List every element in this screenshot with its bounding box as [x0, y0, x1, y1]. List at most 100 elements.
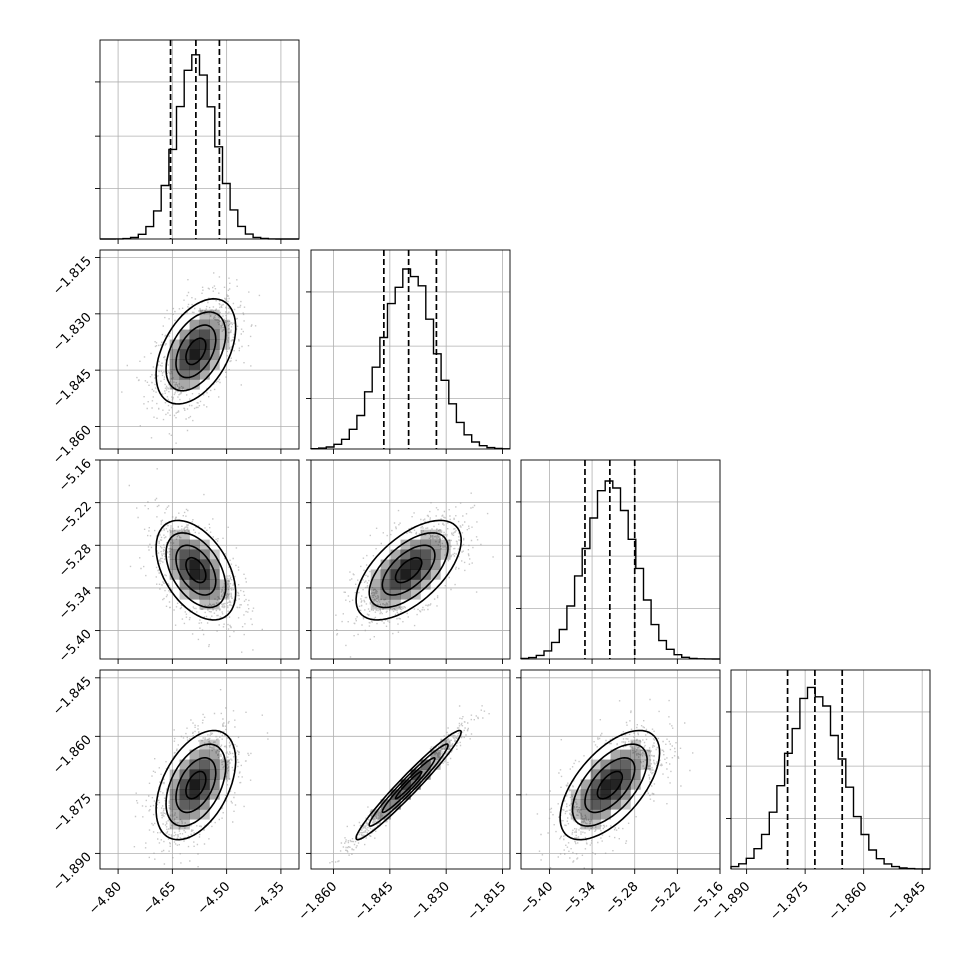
density-cell — [420, 769, 431, 780]
contour-line — [596, 770, 624, 800]
y-tick-label: −5.34 — [56, 584, 95, 623]
density-cell — [400, 579, 411, 590]
panel-frame — [310, 669, 511, 870]
panel-2d-2-0 — [99, 459, 300, 660]
density-cell — [189, 579, 200, 590]
density-cell — [600, 759, 611, 770]
density-cell — [189, 569, 200, 580]
density-cell — [410, 549, 421, 560]
density-cell — [380, 599, 391, 610]
contour-line — [185, 337, 207, 366]
density-cell — [420, 529, 431, 540]
density-cell — [189, 789, 200, 800]
density-cell — [179, 769, 190, 780]
contour-line — [571, 743, 648, 827]
density-cell — [199, 559, 210, 570]
density-cell — [610, 749, 621, 760]
density-cell — [610, 769, 621, 780]
contour-line — [165, 743, 227, 827]
density-cell — [600, 799, 611, 810]
density-cell — [390, 789, 401, 800]
density-cell — [179, 789, 190, 800]
panel-hist-0 — [95, 39, 300, 240]
density-cell — [370, 809, 381, 820]
density-cell — [590, 769, 601, 780]
density-cell — [209, 559, 220, 570]
density-cell — [420, 579, 431, 590]
density-cell — [169, 769, 180, 780]
contour-line — [559, 729, 661, 841]
density-cell — [430, 559, 441, 570]
density-cell — [580, 819, 591, 830]
density-cell — [590, 789, 601, 800]
panel-hist-2 — [516, 459, 721, 660]
density-cell — [610, 789, 621, 800]
density-cell — [179, 379, 190, 390]
density-cell — [380, 589, 391, 600]
panel-frame — [730, 669, 931, 870]
density-cell — [420, 559, 431, 570]
y-tick-label: −5.28 — [56, 542, 95, 581]
density-cell — [580, 779, 591, 790]
density-cell — [410, 559, 421, 570]
density-cell — [400, 569, 411, 580]
density-cell — [410, 589, 421, 600]
density-cell — [380, 579, 391, 590]
density-cell — [440, 539, 451, 550]
y-tick-label: −1.830 — [50, 310, 95, 355]
panel-frame — [99, 459, 300, 660]
density-cell — [169, 559, 180, 570]
density-cell — [640, 759, 651, 770]
density-cell — [219, 329, 230, 340]
density-cell — [420, 549, 431, 560]
density-cell — [179, 579, 190, 590]
density-cell — [169, 789, 180, 800]
x-tick-label: −5.34 — [560, 879, 599, 918]
density-cell — [219, 759, 230, 770]
contour-line — [185, 556, 207, 584]
density-cell — [169, 379, 180, 390]
density-cell — [620, 769, 631, 780]
density-cell — [199, 569, 210, 580]
density-cell — [620, 749, 631, 760]
contour-line — [175, 544, 217, 596]
density-cell — [430, 539, 441, 550]
density-cell — [400, 539, 411, 550]
density-cell — [370, 569, 381, 580]
density-cell — [209, 589, 220, 600]
density-cell — [620, 759, 631, 770]
density-cell — [189, 799, 200, 810]
density-cell — [169, 779, 180, 790]
density-cell — [209, 349, 220, 360]
density-cell — [209, 749, 220, 760]
density-cell — [179, 359, 190, 370]
density-cell — [600, 769, 611, 780]
density-cell — [189, 589, 200, 600]
density-cell — [390, 549, 401, 560]
density-cell — [370, 589, 381, 600]
panel-frame — [310, 459, 511, 660]
density-cell — [189, 349, 200, 360]
density-cell — [189, 809, 200, 820]
density-cell — [189, 779, 200, 790]
density-cell — [169, 339, 180, 350]
density-cell — [620, 789, 631, 800]
x-tick-label: −4.35 — [249, 879, 288, 918]
density-cell — [640, 749, 651, 760]
histogram-line — [730, 686, 930, 870]
panel-2d-3-1 — [310, 669, 511, 870]
density-cell — [590, 809, 601, 820]
density-cell — [179, 559, 190, 570]
x-tick-label: −5.40 — [517, 879, 556, 918]
density-cell — [179, 549, 190, 560]
density-cell — [179, 529, 190, 540]
panel-frame — [310, 249, 511, 450]
density-cell — [199, 599, 210, 610]
contour-line — [355, 729, 463, 841]
density-cell — [179, 339, 190, 350]
density-cell — [169, 539, 180, 550]
panel-frame — [520, 669, 721, 870]
contour-line — [175, 757, 217, 814]
density-cell — [219, 579, 230, 590]
